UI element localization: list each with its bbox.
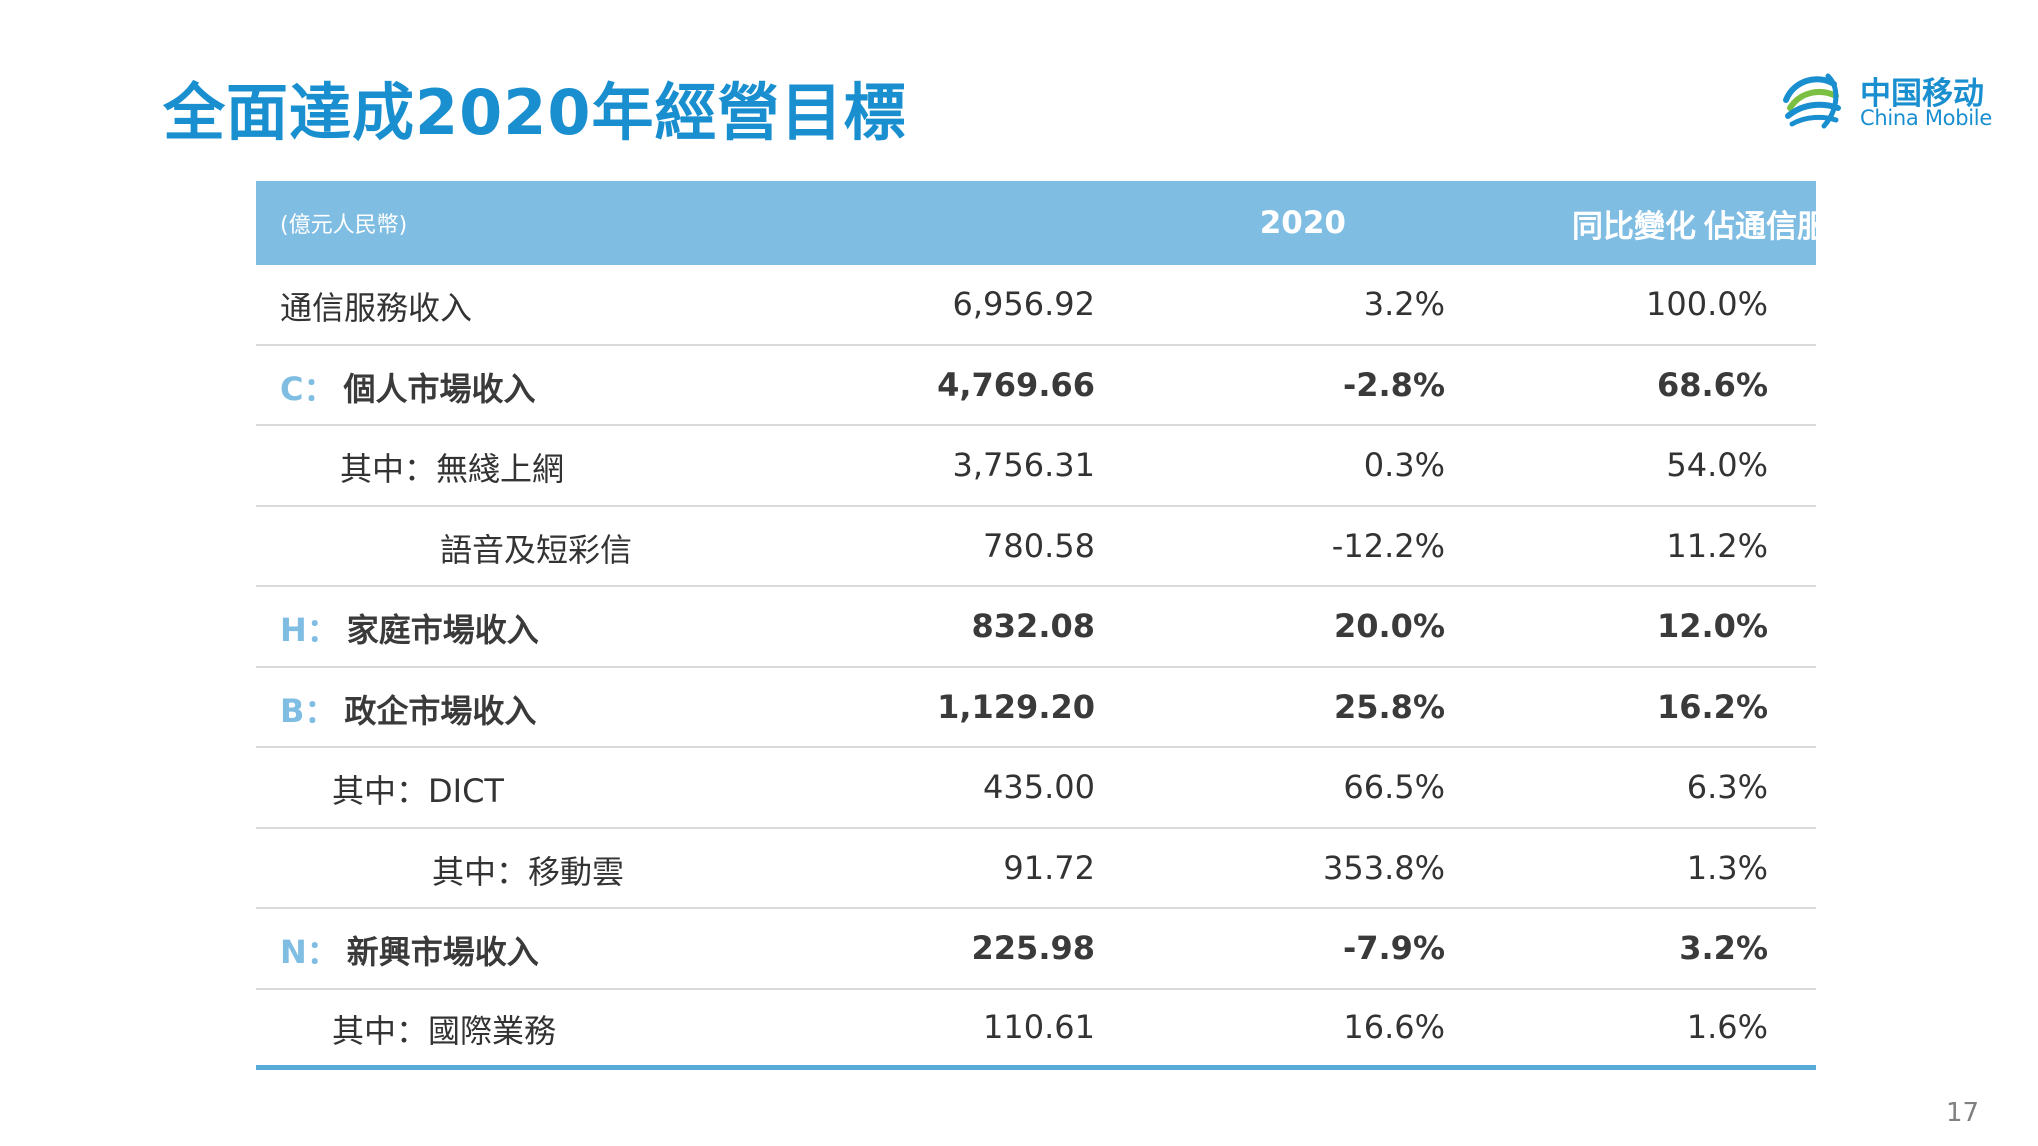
row-value-share: 3.2% <box>1679 929 1768 968</box>
row-value-2020: 435.00 <box>983 768 1095 807</box>
logo-text-cn: 中国移动 <box>1860 76 1984 112</box>
row-label-text: 其中：國際業務 <box>332 1012 557 1051</box>
row-label: 語音及短彩信 <box>440 525 632 571</box>
row-label: H： 家庭市場收入 <box>280 605 539 651</box>
revenue-table: (億元人民幣) 2020 同比變化 佔通信服務收入比 通信服務收入 6,956.9… <box>256 181 1952 1070</box>
row-label: C： 個人市場收入 <box>280 364 536 410</box>
header-yoy: 同比變化 <box>1572 208 1696 245</box>
row-value-share: 12.0% <box>1656 607 1768 646</box>
row-value-share: 54.0% <box>1666 446 1768 485</box>
row-label-text: 個人市場收入 <box>343 369 536 408</box>
row-label-text: 其中：無綫上網 <box>340 450 565 489</box>
row-value-share: 6.3% <box>1686 768 1768 807</box>
china-mobile-logo-icon <box>1783 73 1841 129</box>
table-row: 其中：DICT 435.00 66.5% 6.3% <box>256 748 1816 829</box>
row-value-yoy: 20.0% <box>1333 607 1445 646</box>
row-label-text: 新興市場收入 <box>346 933 539 972</box>
table-row: 語音及短彩信 780.58 -12.2% 11.2% <box>256 507 1816 587</box>
row-segment-prefix: H： <box>280 611 339 650</box>
table-row: H： 家庭市場收入 832.08 20.0% 12.0% <box>256 587 1816 668</box>
row-label-text: 通信服務收入 <box>280 289 473 328</box>
row-segment-prefix: B： <box>280 691 337 730</box>
row-label-text: 政企市場收入 <box>344 691 537 730</box>
row-value-share: 1.3% <box>1686 848 1768 887</box>
table-row: 其中：國際業務 110.61 16.6% 1.6% <box>256 990 1816 1070</box>
row-segment-prefix: N： <box>280 933 339 972</box>
logo-text-en: China Mobile <box>1860 106 1992 130</box>
row-label: 通信服務收入 <box>280 283 472 329</box>
row-value-yoy: -7.9% <box>1342 929 1445 968</box>
row-value-2020: 91.72 <box>1003 848 1095 887</box>
row-value-2020: 225.98 <box>971 929 1095 968</box>
row-value-yoy: 66.5% <box>1343 768 1445 807</box>
china-mobile-logo: 中国移动 China Mobile <box>1778 66 1998 136</box>
row-value-2020: 780.58 <box>983 526 1095 565</box>
row-label-text: 語音及短彩信 <box>440 530 633 569</box>
row-segment-prefix: C： <box>280 369 336 408</box>
row-label-text: 家庭市場收入 <box>346 611 539 650</box>
row-value-2020: 6,956.92 <box>952 285 1096 324</box>
row-value-2020: 110.61 <box>983 1008 1095 1047</box>
row-value-share: 68.6% <box>1656 365 1768 404</box>
table-header: (億元人民幣) 2020 同比變化 佔通信服務收入比 <box>256 181 1952 265</box>
row-value-2020: 832.08 <box>971 607 1095 646</box>
row-label: N： 新興市場收入 <box>280 927 539 973</box>
row-value-2020: 3,756.31 <box>952 446 1096 485</box>
table-row: B： 政企市場收入 1,129.20 25.8% 16.2% <box>256 668 1816 748</box>
row-value-yoy: 353.8% <box>1322 848 1445 887</box>
header-share: 佔通信服務收入比 <box>1704 208 1952 245</box>
row-label: B： 政企市場收入 <box>280 686 536 732</box>
row-value-yoy: 25.8% <box>1333 687 1445 726</box>
row-label: 其中：無綫上網 <box>340 444 564 490</box>
table-row: 其中：無綫上網 3,756.31 0.3% 54.0% <box>256 426 1816 507</box>
row-label-text: 其中：移動雲 <box>432 852 625 891</box>
table-row: 其中：移動雲 91.72 353.8% 1.3% <box>256 829 1816 909</box>
row-value-yoy: 0.3% <box>1363 446 1445 485</box>
row-value-share: 16.2% <box>1656 687 1768 726</box>
row-value-yoy: 3.2% <box>1363 285 1445 324</box>
row-label: 其中：DICT <box>332 766 504 812</box>
table-row: N： 新興市場收入 225.98 -7.9% 3.2% <box>256 909 1816 990</box>
row-label-text: 其中：DICT <box>332 772 504 811</box>
row-value-2020: 1,129.20 <box>937 687 1095 726</box>
page-number: 17 <box>1946 1098 1980 1128</box>
row-value-yoy: -12.2% <box>1331 526 1445 565</box>
row-value-yoy: 16.6% <box>1343 1008 1445 1047</box>
row-value-share: 100.0% <box>1645 285 1768 324</box>
row-value-yoy: -2.8% <box>1342 365 1445 404</box>
row-label: 其中：移動雲 <box>432 847 624 893</box>
page-title: 全面達成2020年經營目標 <box>163 76 907 149</box>
row-value-share: 11.2% <box>1666 526 1768 565</box>
header-unit: (億元人民幣) <box>280 213 408 238</box>
row-value-share: 1.6% <box>1686 1008 1768 1047</box>
table-row: C： 個人市場收入 4,769.66 -2.8% 68.6% <box>256 346 1816 426</box>
header-2020: 2020 <box>1259 205 1346 241</box>
table-row: 通信服務收入 6,956.92 3.2% 100.0% <box>256 265 1816 346</box>
row-value-2020: 4,769.66 <box>937 365 1095 404</box>
table-body: 通信服務收入 6,956.92 3.2% 100.0% C： 個人市場收入 4,769.66… <box>256 265 1816 1070</box>
row-label: 其中：國際業務 <box>332 1006 556 1052</box>
